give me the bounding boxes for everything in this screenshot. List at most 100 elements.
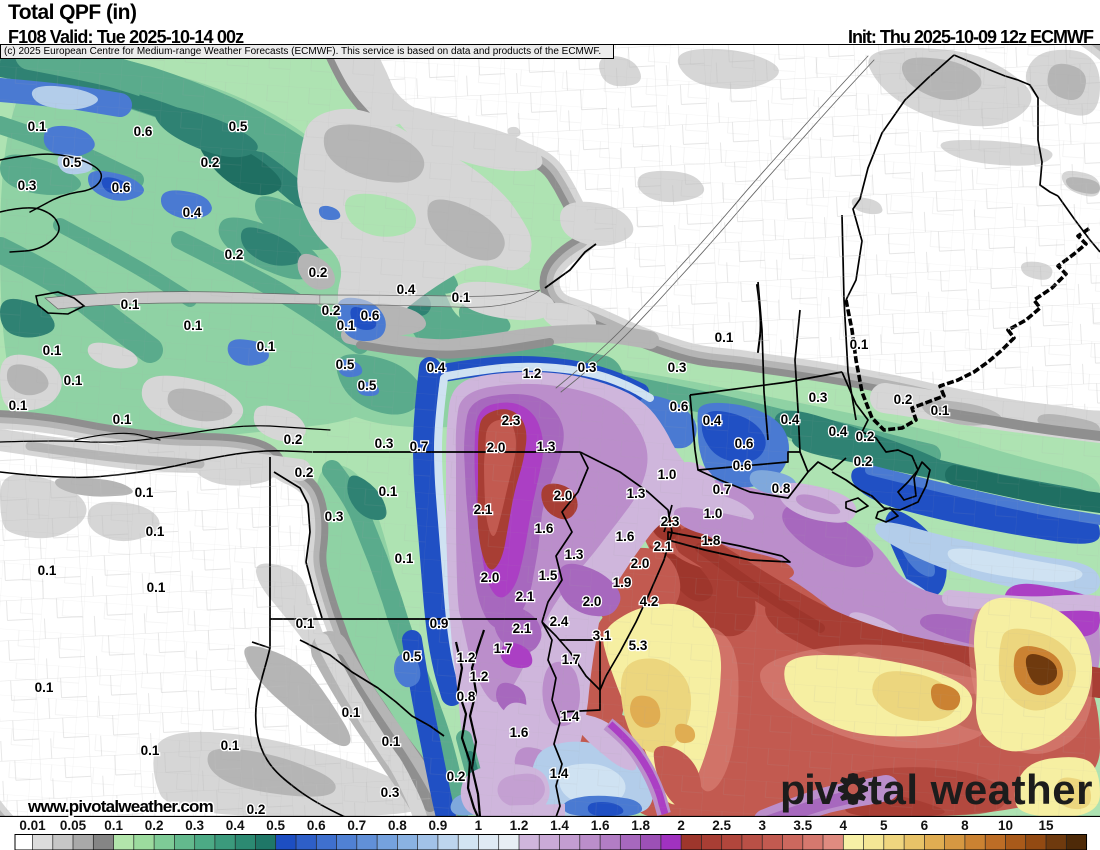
svg-text:0.4: 0.4 bbox=[829, 424, 848, 439]
svg-text:0.1: 0.1 bbox=[382, 734, 401, 749]
svg-text:0.2: 0.2 bbox=[145, 818, 164, 833]
svg-text:1.6: 1.6 bbox=[510, 725, 529, 740]
svg-text:2.1: 2.1 bbox=[474, 502, 493, 517]
svg-text:1.4: 1.4 bbox=[561, 709, 580, 724]
svg-text:1.0: 1.0 bbox=[658, 467, 677, 482]
svg-text:0.6: 0.6 bbox=[112, 180, 131, 195]
svg-text:0.2: 0.2 bbox=[309, 265, 328, 280]
svg-text:2.0: 2.0 bbox=[481, 570, 500, 585]
svg-text:0.1: 0.1 bbox=[28, 119, 47, 134]
svg-text:0.2: 0.2 bbox=[854, 454, 873, 469]
svg-text:0.6: 0.6 bbox=[134, 124, 153, 139]
svg-text:0.7: 0.7 bbox=[713, 482, 732, 497]
svg-text:1.2: 1.2 bbox=[470, 669, 489, 684]
svg-text:3.1: 3.1 bbox=[593, 628, 612, 643]
svg-text:0.3: 0.3 bbox=[668, 360, 687, 375]
svg-text:1.8: 1.8 bbox=[631, 818, 650, 833]
svg-text:0.5: 0.5 bbox=[63, 155, 82, 170]
svg-text:0.1: 0.1 bbox=[379, 484, 398, 499]
svg-text:0.7: 0.7 bbox=[347, 818, 366, 833]
svg-text:2.3: 2.3 bbox=[502, 413, 521, 428]
svg-text:0.1: 0.1 bbox=[146, 524, 165, 539]
svg-text:0.1: 0.1 bbox=[147, 580, 166, 595]
svg-text:0.3: 0.3 bbox=[809, 390, 828, 405]
svg-text:4.2: 4.2 bbox=[640, 594, 659, 609]
svg-text:1.7: 1.7 bbox=[494, 641, 513, 656]
svg-text:10: 10 bbox=[998, 818, 1013, 833]
svg-text:2.0: 2.0 bbox=[554, 488, 573, 503]
svg-text:0.6: 0.6 bbox=[735, 436, 754, 451]
svg-text:0.9: 0.9 bbox=[429, 818, 448, 833]
svg-text:0.1: 0.1 bbox=[121, 297, 140, 312]
svg-text:0.2: 0.2 bbox=[201, 155, 220, 170]
svg-text:2.0: 2.0 bbox=[583, 594, 602, 609]
svg-text:0.1: 0.1 bbox=[221, 738, 240, 753]
svg-text:0.4: 0.4 bbox=[427, 360, 446, 375]
svg-text:0.1: 0.1 bbox=[43, 343, 62, 358]
svg-text:0.3: 0.3 bbox=[18, 178, 37, 193]
svg-text:2.0: 2.0 bbox=[487, 440, 506, 455]
svg-text:2: 2 bbox=[677, 818, 685, 833]
svg-text:0.1: 0.1 bbox=[931, 403, 950, 418]
svg-text:2.3: 2.3 bbox=[661, 514, 680, 529]
svg-text:0.1: 0.1 bbox=[715, 330, 734, 345]
svg-text:0.1: 0.1 bbox=[64, 373, 83, 388]
svg-text:0.1: 0.1 bbox=[135, 485, 154, 500]
svg-text:0.4: 0.4 bbox=[781, 412, 800, 427]
svg-text:1.6: 1.6 bbox=[535, 521, 554, 536]
svg-text:1.4: 1.4 bbox=[550, 818, 569, 833]
svg-text:0.1: 0.1 bbox=[452, 290, 471, 305]
svg-text:8: 8 bbox=[961, 818, 969, 833]
svg-text:1.6: 1.6 bbox=[616, 529, 635, 544]
svg-text:1.0: 1.0 bbox=[704, 506, 723, 521]
svg-text:1.5: 1.5 bbox=[539, 568, 558, 583]
svg-text:0.3: 0.3 bbox=[375, 436, 394, 451]
svg-text:1.2: 1.2 bbox=[510, 818, 529, 833]
svg-text:1.3: 1.3 bbox=[537, 439, 556, 454]
svg-text:0.5: 0.5 bbox=[336, 357, 355, 372]
svg-text:0.1: 0.1 bbox=[342, 705, 361, 720]
svg-text:www.pivotalweather.com: www.pivotalweather.com bbox=[27, 797, 214, 816]
svg-text:2.0: 2.0 bbox=[631, 556, 650, 571]
svg-text:0.2: 0.2 bbox=[225, 247, 244, 262]
svg-text:0.4: 0.4 bbox=[226, 818, 245, 833]
svg-text:0.1: 0.1 bbox=[395, 551, 414, 566]
svg-text:0.4: 0.4 bbox=[183, 205, 202, 220]
svg-text:0.3: 0.3 bbox=[325, 509, 344, 524]
svg-text:1.3: 1.3 bbox=[627, 486, 646, 501]
svg-text:0.3: 0.3 bbox=[381, 785, 400, 800]
svg-text:0.6: 0.6 bbox=[307, 818, 326, 833]
svg-text:0.1: 0.1 bbox=[257, 339, 276, 354]
svg-text:2.1: 2.1 bbox=[654, 539, 673, 554]
svg-text:2.1: 2.1 bbox=[513, 621, 532, 636]
svg-text:0.1: 0.1 bbox=[113, 412, 132, 427]
svg-text:1.8: 1.8 bbox=[702, 533, 721, 548]
svg-text:0.8: 0.8 bbox=[457, 689, 476, 704]
svg-text:0.6: 0.6 bbox=[670, 399, 689, 414]
svg-text:0.6: 0.6 bbox=[733, 458, 752, 473]
svg-text:1: 1 bbox=[475, 818, 483, 833]
svg-text:2.4: 2.4 bbox=[550, 614, 569, 629]
svg-text:0.2: 0.2 bbox=[295, 465, 314, 480]
svg-text:tal weather: tal weather bbox=[868, 766, 1093, 813]
svg-text:4: 4 bbox=[840, 818, 848, 833]
svg-text:0.05: 0.05 bbox=[60, 818, 87, 833]
svg-text:1.2: 1.2 bbox=[457, 650, 476, 665]
svg-text:0.2: 0.2 bbox=[322, 303, 341, 318]
svg-text:1.4: 1.4 bbox=[550, 766, 569, 781]
svg-text:1.3: 1.3 bbox=[565, 547, 584, 562]
svg-text:1.6: 1.6 bbox=[591, 818, 610, 833]
svg-text:3.5: 3.5 bbox=[793, 818, 812, 833]
svg-text:3: 3 bbox=[758, 818, 766, 833]
svg-text:0.5: 0.5 bbox=[358, 378, 377, 393]
svg-text:5.3: 5.3 bbox=[629, 638, 648, 653]
svg-text:0.2: 0.2 bbox=[284, 432, 303, 447]
svg-text:0.2: 0.2 bbox=[447, 769, 466, 784]
svg-text:piv: piv bbox=[780, 766, 838, 813]
svg-text:0.2: 0.2 bbox=[894, 392, 913, 407]
svg-text:1.7: 1.7 bbox=[562, 652, 581, 667]
svg-text:15: 15 bbox=[1038, 818, 1054, 833]
svg-text:0.3: 0.3 bbox=[185, 818, 204, 833]
svg-text:1.9: 1.9 bbox=[613, 575, 632, 590]
svg-text:0.7: 0.7 bbox=[410, 439, 429, 454]
